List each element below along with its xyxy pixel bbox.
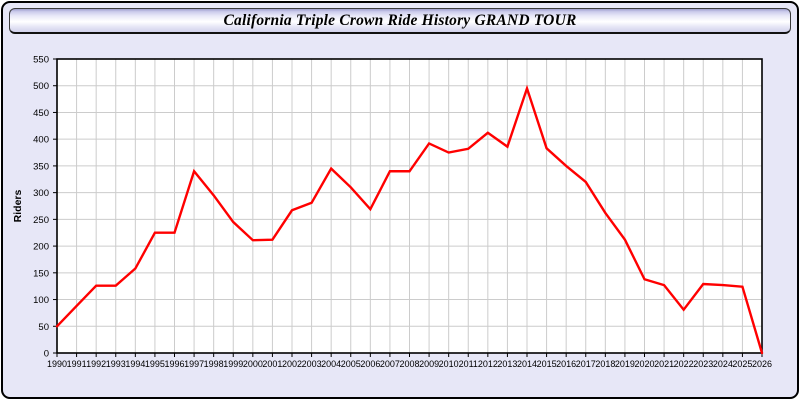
x-tick-label: 2001 [262, 359, 282, 369]
x-tick-label: 1991 [67, 359, 87, 369]
x-tick-label: 2008 [399, 359, 419, 369]
x-tick-label: 2012 [478, 359, 498, 369]
x-tick-label: 1992 [86, 359, 106, 369]
riders-data-line [55, 84, 764, 355]
x-axis-tick-labels: 1990 1991 1992 1993 1994 1995 1996 1997 1998 1999… [47, 359, 772, 369]
title-bar: California Triple Crown Ride History GRA… [9, 8, 791, 34]
x-tick-label: 2026 [752, 359, 772, 369]
x-tick-label: 1995 [145, 359, 165, 369]
x-tick-label: 1996 [164, 359, 184, 369]
x-tick-label: 2004 [321, 359, 341, 369]
plot-frame [56, 58, 763, 354]
x-tick-label: 1998 [204, 359, 224, 369]
x-tick-label: 1994 [125, 359, 145, 369]
y-tick-label: 200 [33, 242, 49, 253]
x-tick-label: 2007 [380, 359, 400, 369]
x-tick-label: 1993 [106, 359, 126, 369]
y-tick-label: 450 [33, 108, 49, 119]
y-tick-label: 250 [33, 215, 49, 226]
x-tick-label: 2010 [439, 359, 459, 369]
x-tick-label: 2017 [576, 359, 596, 369]
chart-title: California Triple Crown Ride History GRA… [223, 11, 577, 29]
x-tick-label: 2003 [302, 359, 322, 369]
y-tick-label: 350 [33, 161, 49, 172]
x-tick-label: 2013 [497, 359, 517, 369]
x-tick-label: 2011 [459, 359, 478, 369]
x-tick-label: 2025 [732, 359, 752, 369]
y-tick-label: 100 [33, 295, 49, 306]
x-tick-label: 1997 [184, 359, 204, 369]
y-tick-label: 0 [44, 349, 49, 360]
x-tick-label: 2002 [282, 359, 302, 369]
x-tick-label: 2022 [674, 359, 694, 369]
x-tick-label: 2015 [537, 359, 557, 369]
y-axis-label: Riders [12, 190, 24, 223]
x-tick-label: 2021 [654, 359, 674, 369]
x-tick-label: 2014 [517, 359, 537, 369]
y-axis-tick-labels: 0 50 100 150 200 250 300 350 400 450 500 550 [33, 55, 49, 360]
x-tick-label: 2019 [615, 359, 635, 369]
x-tick-label: 2005 [341, 359, 361, 369]
x-tick-label: 2018 [595, 359, 615, 369]
gridlines [57, 59, 762, 353]
y-tick-label: 50 [38, 322, 49, 333]
x-tick-label: 2023 [693, 359, 713, 369]
y-tick-label: 550 [33, 55, 49, 66]
y-tick-label: 500 [33, 81, 49, 92]
x-tick-label: 2020 [634, 359, 654, 369]
x-tick-label: 2006 [360, 359, 380, 369]
x-tick-label: 2016 [556, 359, 576, 369]
y-tick-label: 400 [33, 135, 49, 146]
y-tick-label: 150 [33, 268, 49, 279]
x-tick-label: 1999 [223, 359, 243, 369]
x-tick-label: 2009 [419, 359, 439, 369]
x-tick-label: 2000 [243, 359, 263, 369]
x-tick-label: 2024 [713, 359, 733, 369]
x-tick-label: 1990 [47, 359, 67, 369]
y-tick-label: 300 [33, 188, 49, 199]
